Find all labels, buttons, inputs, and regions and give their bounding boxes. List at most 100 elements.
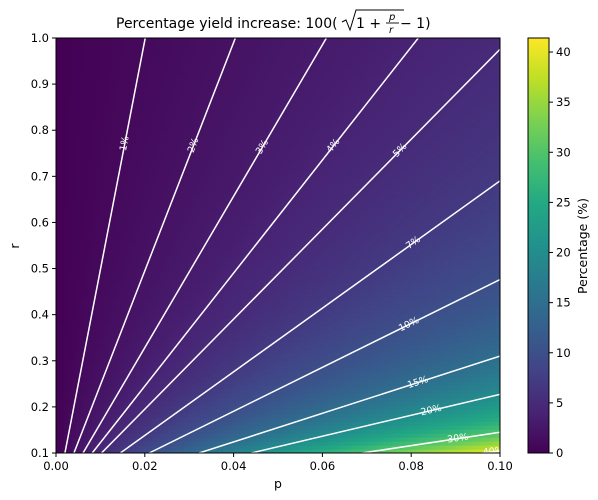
heatmap-cell bbox=[104, 381, 109, 386]
heatmap-cell bbox=[80, 281, 85, 286]
heatmap-cell bbox=[356, 273, 361, 279]
heatmap-cell bbox=[208, 381, 213, 386]
heatmap-cell bbox=[96, 385, 101, 390]
heatmap-cell bbox=[152, 417, 157, 422]
heatmap-cell bbox=[300, 405, 305, 410]
heatmap-cell bbox=[268, 389, 273, 394]
heatmap-cell bbox=[172, 441, 177, 446]
heatmap-cell bbox=[496, 337, 500, 342]
heatmap-cell bbox=[468, 357, 473, 362]
heatmap-cell bbox=[312, 393, 317, 398]
heatmap-cell bbox=[456, 413, 461, 418]
heatmap-cell bbox=[152, 321, 157, 326]
heatmap-cell bbox=[264, 373, 269, 378]
heatmap-cell bbox=[116, 273, 121, 279]
heatmap-cell bbox=[124, 341, 129, 346]
heatmap-cell bbox=[348, 305, 353, 310]
heatmap-cell bbox=[228, 397, 233, 402]
heatmap-cell bbox=[328, 385, 333, 390]
heatmap-cell bbox=[396, 409, 401, 414]
heatmap-cell bbox=[180, 361, 185, 366]
heatmap-cell bbox=[76, 349, 81, 354]
heatmap-cell bbox=[344, 441, 349, 446]
heatmap-cell bbox=[64, 385, 69, 390]
heatmap-cell bbox=[316, 433, 321, 438]
heatmap-cell bbox=[464, 329, 469, 334]
heatmap-cell bbox=[364, 293, 369, 298]
heatmap-cell bbox=[156, 373, 161, 378]
heatmap-cell bbox=[252, 369, 257, 374]
heatmap-cell bbox=[244, 309, 249, 314]
heatmap-cell bbox=[444, 357, 449, 362]
heatmap-cell bbox=[104, 393, 109, 398]
heatmap-cell bbox=[208, 393, 213, 398]
heatmap-cell bbox=[212, 445, 217, 450]
heatmap-cell bbox=[64, 413, 69, 418]
heatmap-cell bbox=[456, 389, 461, 394]
heatmap-cell bbox=[256, 393, 261, 398]
heatmap-cell bbox=[364, 445, 369, 450]
heatmap-cell bbox=[384, 285, 389, 290]
heatmap-cell bbox=[76, 365, 81, 370]
heatmap-cell bbox=[340, 365, 345, 370]
heatmap-cell bbox=[404, 441, 409, 446]
heatmap-cell bbox=[372, 389, 377, 394]
heatmap-cell bbox=[464, 433, 469, 438]
heatmap-cell bbox=[488, 301, 493, 306]
heatmap-cell bbox=[460, 317, 465, 322]
heatmap-cell bbox=[356, 433, 361, 438]
heatmap-cell bbox=[348, 353, 353, 358]
heatmap-cell bbox=[172, 329, 177, 334]
heatmap-cell bbox=[84, 397, 89, 402]
heatmap-cell bbox=[496, 293, 500, 298]
heatmap-cell bbox=[216, 361, 221, 366]
heatmap-cell bbox=[424, 413, 429, 418]
heatmap-cell bbox=[168, 433, 173, 438]
heatmap-cell bbox=[216, 405, 221, 410]
heatmap-cell bbox=[92, 437, 97, 442]
heatmap-cell bbox=[300, 429, 305, 434]
heatmap-cell bbox=[432, 449, 437, 453]
heatmap-cell bbox=[372, 365, 377, 370]
heatmap-cell bbox=[260, 357, 265, 362]
heatmap-cell bbox=[396, 413, 401, 418]
heatmap-cell bbox=[292, 433, 297, 438]
heatmap-cell bbox=[460, 397, 465, 402]
heatmap-cell bbox=[280, 393, 285, 398]
heatmap-cell bbox=[332, 273, 337, 279]
heatmap-cell bbox=[204, 401, 209, 406]
heatmap-cell bbox=[268, 309, 273, 314]
heatmap-cell bbox=[284, 449, 289, 453]
heatmap-cell bbox=[384, 381, 389, 386]
heatmap-cell bbox=[172, 305, 177, 310]
heatmap-cell bbox=[412, 373, 417, 378]
heatmap-cell bbox=[312, 277, 317, 283]
heatmap-cell bbox=[296, 409, 301, 414]
heatmap-cell bbox=[460, 293, 465, 298]
heatmap-cell bbox=[240, 309, 245, 314]
heatmap-cell bbox=[120, 281, 125, 286]
heatmap-cell bbox=[392, 337, 397, 342]
heatmap-cell bbox=[488, 293, 493, 298]
heatmap-cell bbox=[100, 373, 105, 378]
heatmap-cell bbox=[196, 341, 201, 346]
heatmap-cell bbox=[268, 441, 273, 446]
heatmap-cell bbox=[480, 341, 485, 346]
heatmap-cell bbox=[328, 417, 333, 422]
heatmap-cell bbox=[128, 361, 133, 366]
heatmap-cell bbox=[208, 317, 213, 322]
heatmap-cell bbox=[440, 281, 445, 286]
heatmap-cell bbox=[88, 385, 93, 390]
heatmap-cell bbox=[408, 441, 413, 446]
heatmap-cell bbox=[260, 369, 265, 374]
heatmap-cell bbox=[172, 421, 177, 426]
heatmap-cell bbox=[96, 357, 101, 362]
heatmap-cell bbox=[364, 365, 369, 370]
heatmap-cell bbox=[488, 373, 493, 378]
heatmap-cell bbox=[224, 333, 229, 338]
heatmap-cell bbox=[192, 277, 197, 283]
heatmap-cell bbox=[248, 405, 253, 410]
heatmap-cell bbox=[100, 329, 105, 334]
heatmap-cell bbox=[156, 353, 161, 358]
heatmap-cell bbox=[476, 281, 481, 286]
